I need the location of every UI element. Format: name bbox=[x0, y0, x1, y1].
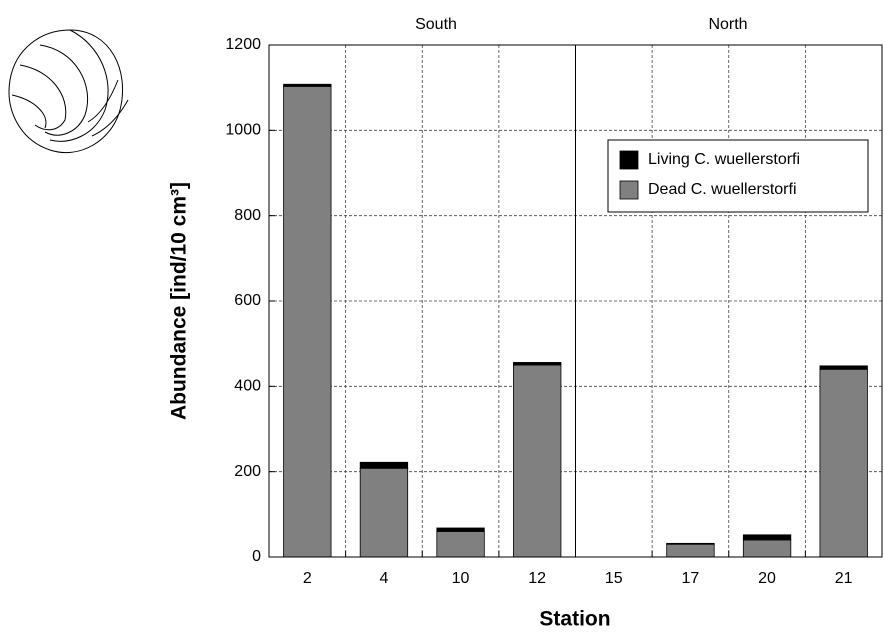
y-axis-title: Abundance [ind/10 cm³] bbox=[168, 182, 191, 420]
shell-icon bbox=[8, 29, 129, 154]
bar-segment bbox=[666, 543, 715, 558]
bar-segment bbox=[513, 362, 562, 366]
bar-segment bbox=[666, 542, 715, 545]
legend-box bbox=[607, 139, 869, 213]
x-tick-label: 20 bbox=[758, 570, 776, 587]
bar-segment bbox=[742, 539, 792, 558]
y-tick-label: 1000 bbox=[225, 122, 261, 139]
x-tick-label: 17 bbox=[682, 570, 700, 587]
bar-segment bbox=[742, 534, 792, 541]
x-tick-label: 21 bbox=[835, 570, 853, 587]
group-label: South bbox=[415, 16, 457, 33]
bar-segment bbox=[359, 461, 409, 469]
bar-segment bbox=[283, 83, 332, 87]
bar-segment bbox=[819, 365, 868, 370]
x-tick-label: 12 bbox=[528, 570, 546, 587]
y-tick-label: 400 bbox=[234, 378, 261, 395]
y-tick-label: 1200 bbox=[225, 36, 261, 53]
bar-segment bbox=[436, 531, 485, 558]
legend-label: Living C. wuellerstorfi bbox=[648, 151, 800, 168]
legend-swatch bbox=[619, 150, 639, 170]
y-tick-label: 0 bbox=[252, 548, 261, 565]
bar-segment bbox=[436, 527, 485, 532]
legend-label: Dead C. wuellerstorfi bbox=[648, 181, 797, 198]
bar-segment bbox=[283, 85, 332, 558]
bar-segment bbox=[819, 368, 868, 558]
x-tick-label: 4 bbox=[379, 570, 388, 587]
plot-frame bbox=[268, 44, 883, 558]
x-tick-label: 2 bbox=[303, 570, 312, 587]
bar-segment bbox=[513, 364, 562, 558]
group-label: North bbox=[708, 16, 747, 33]
legend-swatch bbox=[619, 180, 639, 200]
x-axis-title: Station bbox=[539, 608, 610, 631]
y-tick-label: 600 bbox=[234, 292, 261, 309]
x-tick-label: 10 bbox=[452, 570, 470, 587]
y-tick-label: 200 bbox=[234, 463, 261, 480]
bar-segment bbox=[359, 467, 409, 558]
y-tick-label: 800 bbox=[234, 207, 261, 224]
x-tick-label: 15 bbox=[605, 570, 623, 587]
